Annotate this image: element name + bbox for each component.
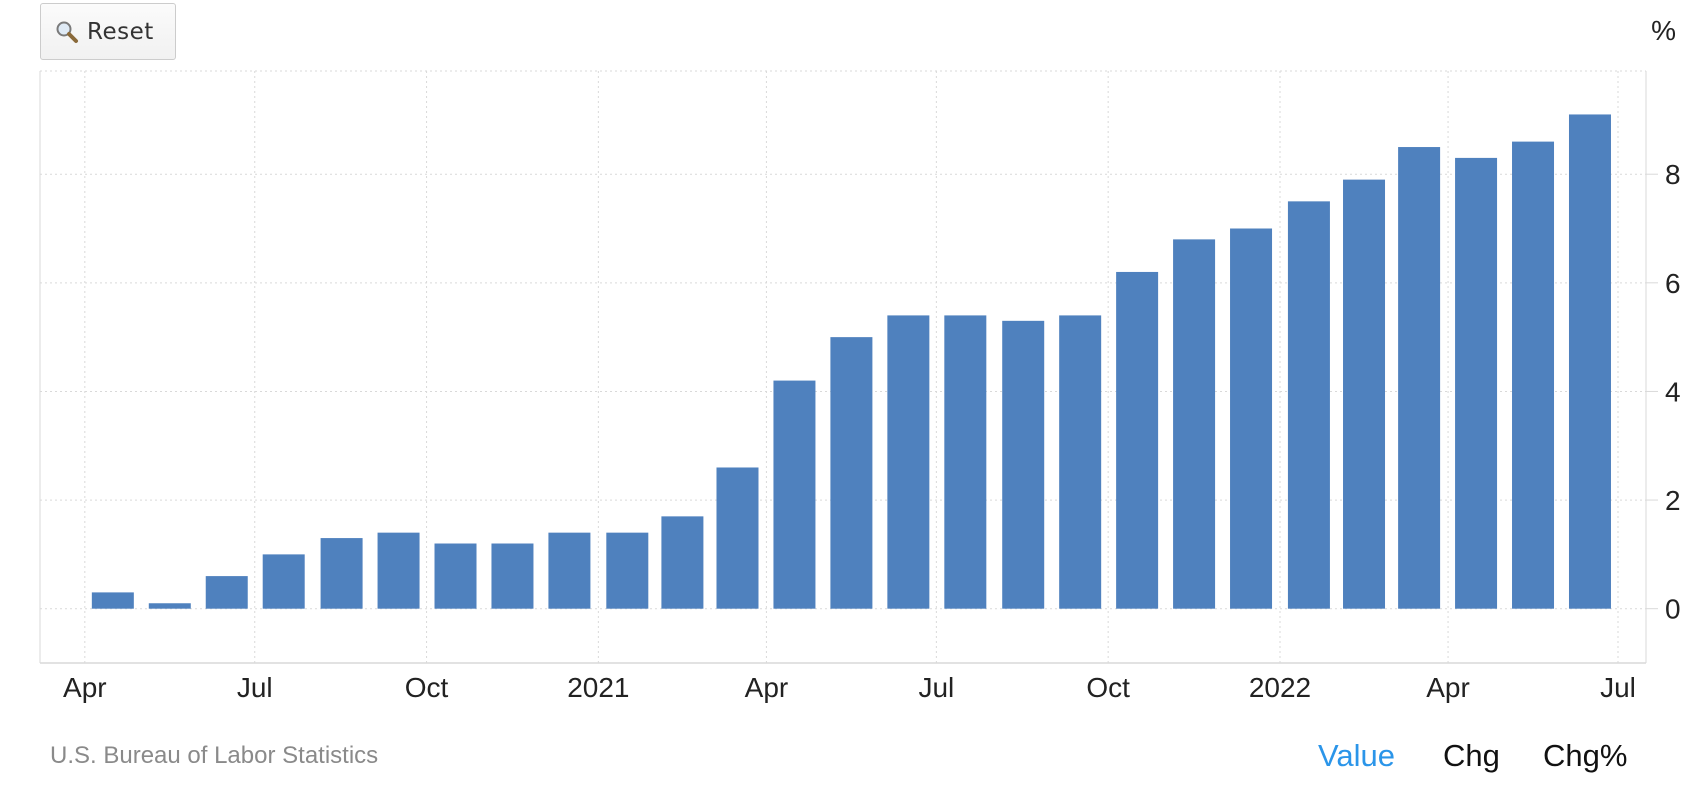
bar-2021-07[interactable] xyxy=(944,315,987,609)
bar-2020-10[interactable] xyxy=(434,543,477,609)
y-axis-unit-label: % xyxy=(1651,15,1676,46)
bar-2020-09[interactable] xyxy=(377,532,420,609)
x-tick-label: Apr xyxy=(745,672,789,703)
bar-2021-03[interactable] xyxy=(716,467,759,609)
x-tick-label: Jul xyxy=(1600,672,1636,703)
chg-mode-button[interactable]: Chg xyxy=(1443,738,1500,773)
bar-2022-03[interactable] xyxy=(1398,147,1441,609)
bar-2021-01[interactable] xyxy=(606,532,649,609)
bars xyxy=(91,114,1611,609)
y-tick-label: 8 xyxy=(1665,159,1681,190)
grid xyxy=(39,70,1647,664)
bar-2022-02[interactable] xyxy=(1343,179,1386,609)
bar-2021-10[interactable] xyxy=(1116,271,1159,609)
bar-2021-09[interactable] xyxy=(1059,315,1102,609)
x-tick-label: Jul xyxy=(918,672,954,703)
bar-2020-11[interactable] xyxy=(491,543,534,609)
value-mode-button[interactable]: Value xyxy=(1318,738,1395,773)
x-tick-label: Apr xyxy=(1426,672,1470,703)
bar-2021-06[interactable] xyxy=(887,315,930,609)
bar-2021-02[interactable] xyxy=(661,516,704,609)
bar-2020-12[interactable] xyxy=(548,532,591,609)
bar-2020-04[interactable] xyxy=(91,592,134,609)
bar-2022-01[interactable] xyxy=(1287,201,1330,609)
reset-button-label: Reset xyxy=(87,18,154,45)
bar-2020-05[interactable] xyxy=(148,603,191,609)
bar-2022-06[interactable] xyxy=(1568,114,1611,609)
y-tick-label: 2 xyxy=(1665,485,1681,516)
y-tick-label: 0 xyxy=(1665,594,1681,625)
magnifier-icon xyxy=(56,21,78,43)
x-tick-label: Jul xyxy=(237,672,273,703)
y-tick-label: 4 xyxy=(1665,376,1681,407)
bar-2021-04[interactable] xyxy=(773,380,816,609)
reset-zoom-button[interactable]: Reset xyxy=(40,3,176,60)
chg-pct-mode-button[interactable]: Chg% xyxy=(1543,738,1628,773)
x-tick-label: 2021 xyxy=(567,672,629,703)
x-tick-label: 2022 xyxy=(1249,672,1311,703)
bar-2020-06[interactable] xyxy=(205,576,248,609)
y-tick-label: 6 xyxy=(1665,268,1681,299)
bar-2020-07[interactable] xyxy=(262,554,305,609)
bar-chart: 0 2 4 6 8 Apr Jul Oct 2021 Apr Jul Oct 2022 Apr Jul % xyxy=(39,15,1681,703)
x-tick-label: Oct xyxy=(405,672,449,703)
x-tick-label: Apr xyxy=(63,672,107,703)
bar-2022-04[interactable] xyxy=(1455,157,1498,609)
axes: 0 2 4 6 8 Apr Jul Oct 2021 Apr Jul Oct 2022 Apr Jul xyxy=(63,159,1681,703)
bar-2021-05[interactable] xyxy=(830,337,873,609)
x-tick-label: Oct xyxy=(1086,672,1130,703)
bar-2020-08[interactable] xyxy=(320,538,363,609)
bar-2021-11[interactable] xyxy=(1173,239,1216,609)
bar-2021-12[interactable] xyxy=(1230,228,1273,609)
source-label: U.S. Bureau of Labor Statistics xyxy=(50,742,379,769)
bar-2021-08[interactable] xyxy=(1002,320,1045,609)
bar-2022-05[interactable] xyxy=(1512,141,1555,609)
